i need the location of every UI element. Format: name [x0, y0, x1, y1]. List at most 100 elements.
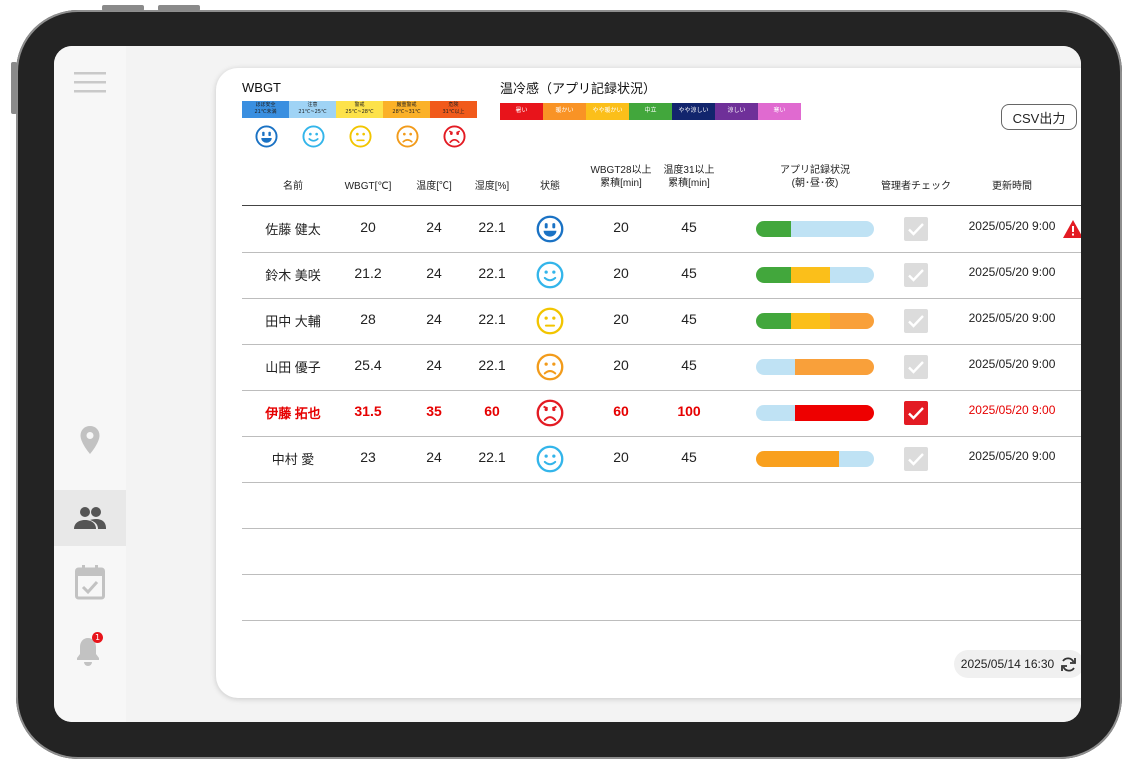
sidebar-item-calendar[interactable] [54, 554, 126, 610]
admin-check-checkbox[interactable] [904, 263, 928, 287]
thermal-level-swatch: やや涼しい [672, 103, 715, 120]
row-divider [242, 252, 1081, 253]
wbgt28-minutes: 20 [613, 357, 629, 373]
calendar-check-icon [75, 565, 105, 600]
admin-check-checkbox[interactable] [904, 401, 928, 425]
bell-icon [77, 638, 99, 666]
checkmark-icon [908, 361, 924, 374]
member-name: 山田 優子 [265, 360, 321, 375]
app-record-bar [756, 359, 874, 375]
csv-export-button[interactable]: CSV出力 [1001, 104, 1077, 130]
wbgt-value: 21.2 [354, 265, 382, 281]
status-face-icon [536, 399, 564, 431]
row-divider [242, 482, 1081, 483]
app-record-bar [756, 405, 874, 421]
content-area: WBGT ほぼ安全 21℃未満 注意 21℃~25℃ 警戒 25℃~28℃ 厳重警戒 … [126, 46, 1081, 722]
thermal-level-swatch: 寒い [758, 103, 801, 120]
app-record-segment [756, 359, 795, 375]
checkmark-icon [908, 315, 924, 328]
sidebar-item-members[interactable] [54, 490, 126, 546]
hardware-button [158, 5, 200, 11]
app-record-bar [756, 267, 874, 283]
face-icon [349, 125, 372, 152]
app-record-segment [756, 267, 792, 283]
wbgt-level-swatch: ほぼ安全 21℃未満 [242, 101, 289, 118]
app-record-segment [830, 267, 874, 283]
checkmark-icon [908, 407, 924, 420]
member-name: 伊藤 拓也 [265, 406, 321, 421]
app-record-segment [756, 313, 792, 329]
admin-check-checkbox[interactable] [904, 309, 928, 333]
column-header: 湿度[%] [474, 181, 510, 192]
checkmark-icon [908, 453, 924, 466]
temp31-minutes: 45 [681, 357, 697, 373]
updated-time: 2025/05/20 9:00 [968, 357, 1056, 371]
column-header: アプリ記録状況 (朝･昼･夜) [780, 165, 850, 189]
refresh-icon[interactable] [1060, 656, 1077, 673]
thermal-level-swatch: やや暖かい [586, 103, 629, 120]
thermal-legend-scale: 暑い 暖かい やや暖かい 中立 やや涼しい 涼しい 寒い [500, 103, 801, 120]
app-record-bar [756, 221, 874, 237]
wbgt-level-swatch: 注意 21℃~25℃ [289, 101, 336, 118]
wbgt-legend-scale: ほぼ安全 21℃未満 注意 21℃~25℃ 警戒 25℃~28℃ 厳重警戒 28℃~3… [242, 101, 477, 118]
temperature-value: 24 [426, 449, 442, 465]
thermal-level-swatch: 中立 [629, 103, 672, 120]
admin-check-checkbox[interactable] [904, 217, 928, 241]
wbgt28-minutes: 20 [613, 265, 629, 281]
humidity-value: 22.1 [478, 219, 506, 235]
temp31-minutes: 45 [681, 265, 697, 281]
column-header: 温度[℃] [416, 181, 452, 192]
app-record-segment [756, 221, 792, 237]
wbgt-value: 28 [360, 311, 376, 327]
temperature-value: 24 [426, 265, 442, 281]
app-record-segment [791, 267, 831, 283]
app-screen: 1 WBGT ほぼ安全 21℃未満 注意 21℃~25℃ 警戒 25℃~28℃ 厳重警… [54, 46, 1081, 722]
row-divider [242, 390, 1081, 391]
hardware-button [11, 62, 17, 114]
row-divider [242, 574, 1081, 575]
row-divider [242, 620, 1081, 621]
temp31-minutes: 45 [681, 449, 697, 465]
app-record-segment [838, 451, 874, 467]
updated-time: 2025/05/20 9:00 [968, 311, 1056, 325]
wbgt-value: 23 [360, 449, 376, 465]
updated-time: 2025/05/20 9:00 [968, 449, 1056, 463]
member-name: 佐藤 健太 [265, 222, 321, 237]
member-name: 中村 愛 [271, 452, 315, 467]
warning-triangle-icon [1063, 220, 1081, 238]
humidity-value: 22.1 [478, 449, 506, 465]
humidity-value: 22.1 [478, 265, 506, 281]
face-icon [396, 125, 419, 152]
wbgt-level-swatch: 厳重警戒 28℃~31℃ [383, 101, 430, 118]
wbgt-legend-title: WBGT [242, 80, 281, 95]
wbgt-value: 20 [360, 219, 376, 235]
thermal-legend-title: 温冷感（アプリ記録状況） [500, 81, 657, 96]
sidebar-item-map[interactable] [54, 412, 126, 468]
status-face-icon [536, 445, 564, 477]
menu-button[interactable] [54, 54, 126, 110]
admin-check-checkbox[interactable] [904, 447, 928, 471]
column-header: WBGT[℃] [344, 181, 392, 192]
column-header: 名前 [283, 181, 303, 192]
sidebar-item-notifications[interactable]: 1 [54, 622, 126, 678]
admin-check-checkbox[interactable] [904, 355, 928, 379]
temp31-minutes: 100 [677, 403, 701, 419]
row-divider [242, 344, 1081, 345]
column-header: 温度31以上 累積[min] [663, 165, 715, 189]
row-divider [242, 528, 1081, 529]
app-record-segment [794, 405, 874, 421]
app-record-bar [756, 451, 874, 467]
app-record-segment [794, 359, 874, 375]
checkmark-icon [908, 269, 924, 282]
last-updated[interactable]: 2025/05/14 16:30 [954, 650, 1081, 678]
status-face-icon [536, 353, 564, 385]
status-face-icon [536, 261, 564, 293]
column-header: 状態 [540, 181, 560, 192]
row-divider [242, 436, 1081, 437]
thermal-level-swatch: 暖かい [543, 103, 586, 120]
status-face-icon [536, 307, 564, 339]
humidity-value: 22.1 [478, 357, 506, 373]
column-header: 更新時間 [992, 181, 1032, 192]
humidity-value: 22.1 [478, 311, 506, 327]
wbgt28-minutes: 20 [613, 219, 629, 235]
